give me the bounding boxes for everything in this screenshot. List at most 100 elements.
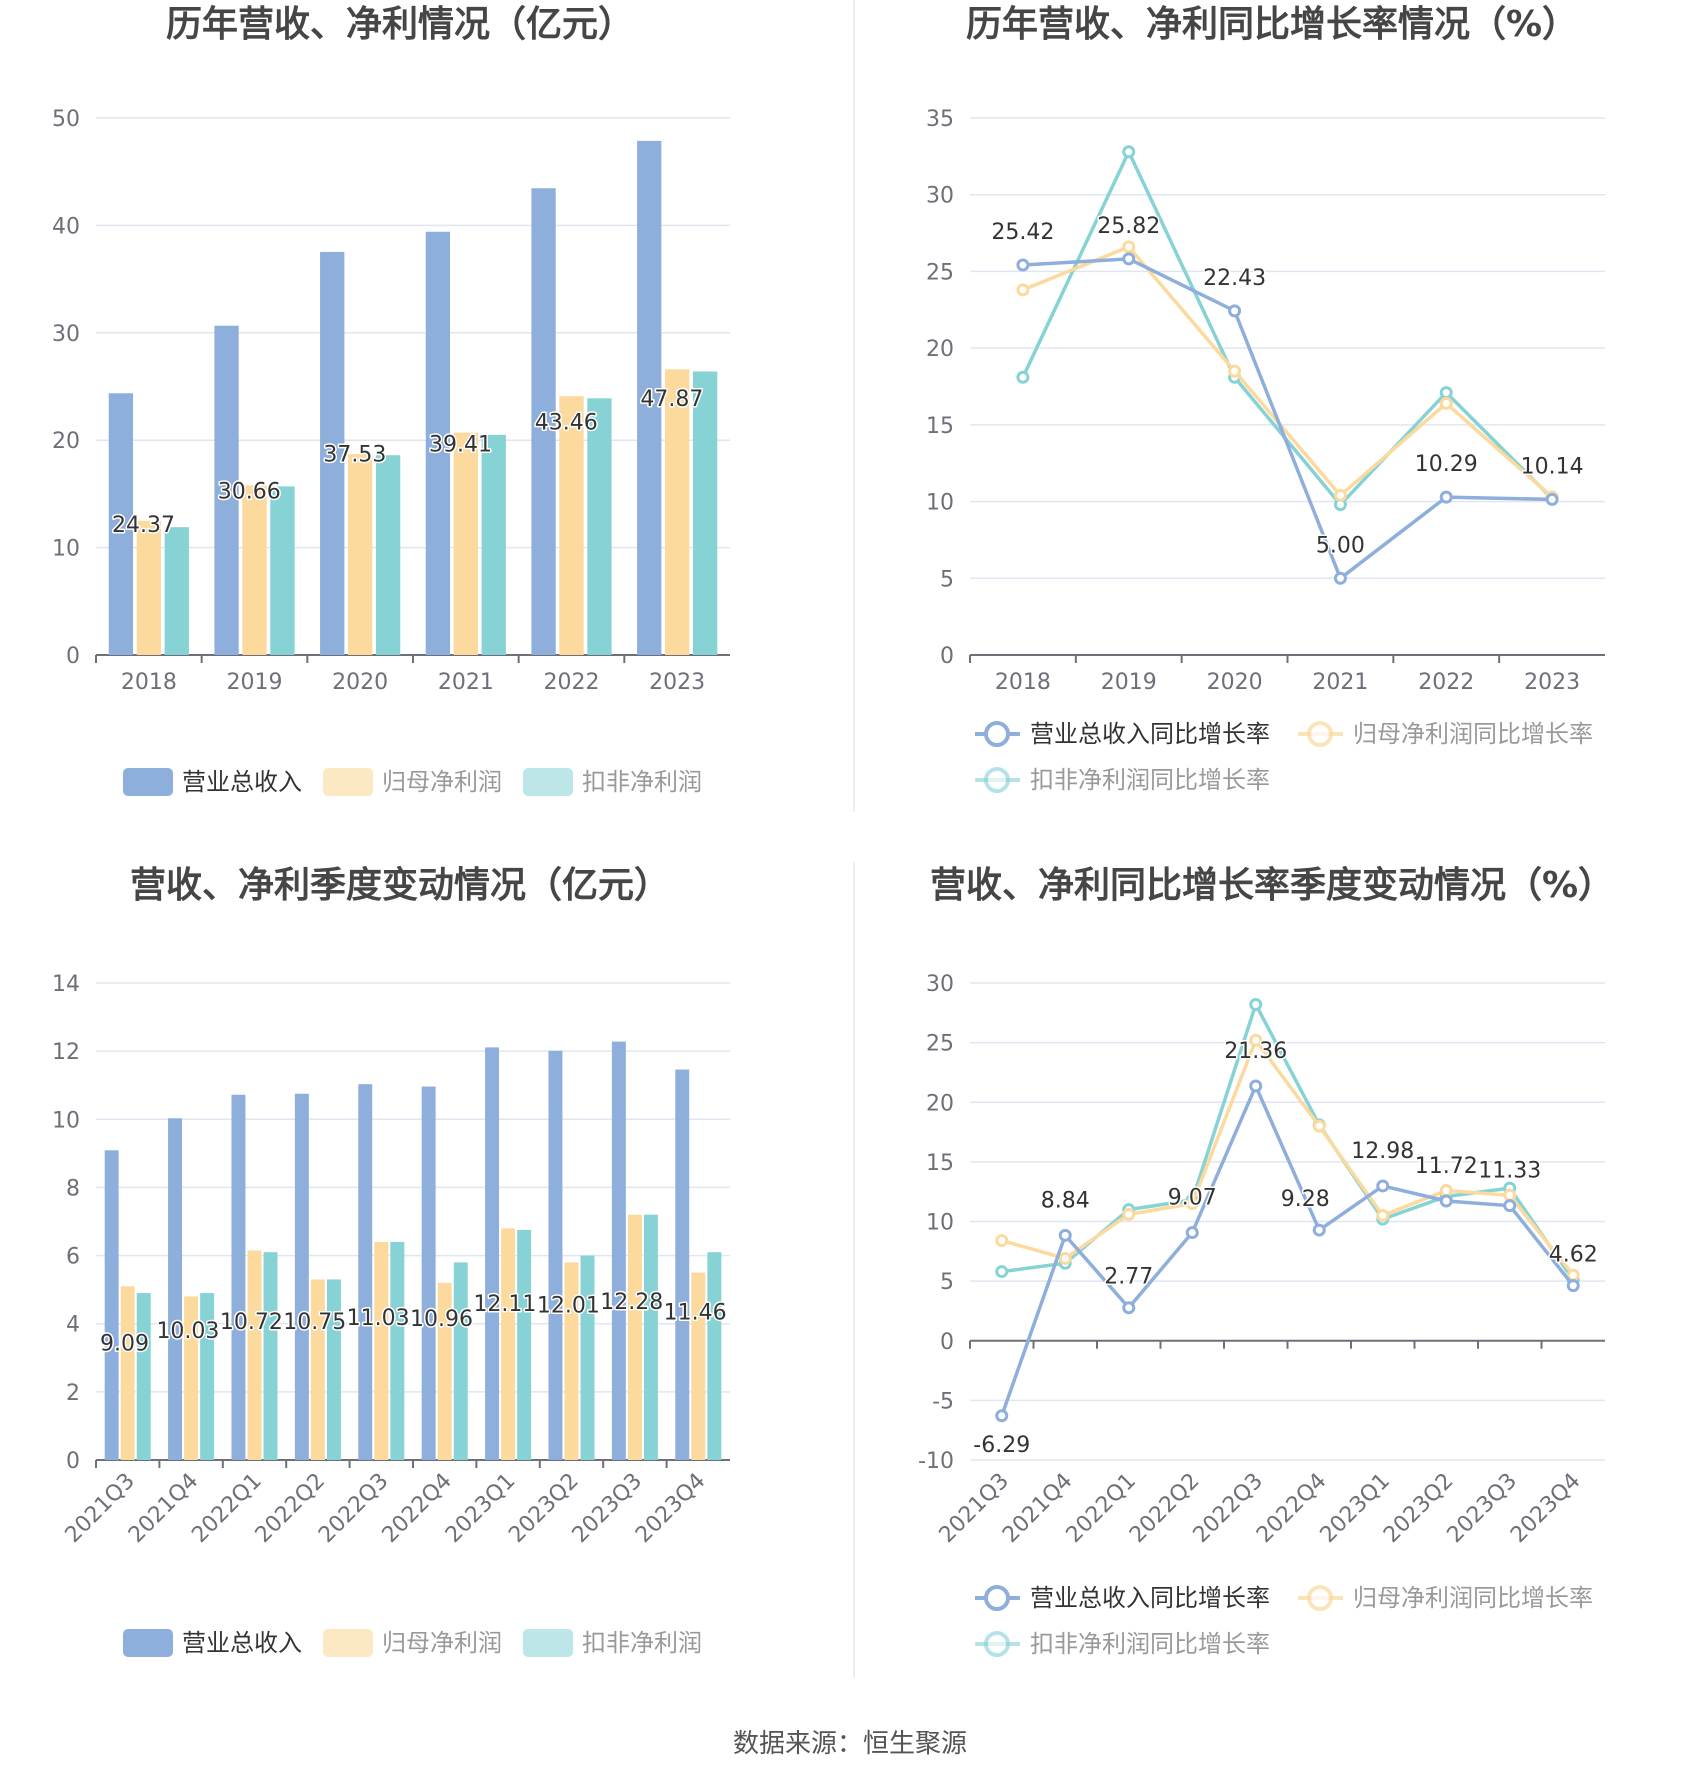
x-tick-label: 2021Q4 [998,1469,1077,1548]
x-tick-label: 2022Q4 [1252,1469,1331,1548]
line-data-label: 2.77 [1104,1265,1153,1290]
bar-data-label: 12.28 [600,1290,663,1315]
bar-deducted-net [390,1241,405,1460]
bar-parent-net [564,1262,579,1460]
x-tick-label: 2020 [332,670,388,695]
bar-deducted-net [164,527,189,655]
point-revenue-growth [1122,252,1136,266]
x-tick-label: 2018 [995,670,1051,695]
legend-swatch-revenue [123,1629,173,1657]
y-tick-label: -10 [918,1449,954,1474]
x-tick-label: 2022Q1 [187,1469,266,1548]
x-tick-label: 2022Q2 [1125,1469,1204,1548]
x-tick-label: 2023Q2 [504,1469,583,1548]
legend-marker-deducted-net-growth [984,767,1010,793]
y-tick-label: 10 [926,1211,954,1236]
bar-deducted-net [580,1255,595,1460]
point-revenue-growth [1503,1199,1517,1213]
point-revenue-growth [1376,1179,1390,1193]
legend-annual-bar[interactable]: 营业总收入 归母净利润 扣非净利润 [123,768,702,796]
line-revenue-growth [1022,257,1553,582]
bar-parent-net [120,1286,135,1460]
x-tick-label: 2023Q2 [1379,1469,1458,1548]
annual-growth-line-chart: 0 5 10 15 20 25 30 35 2018 2019 2020 2021 2022 2023 25… [926,107,1605,695]
y-tick-label: 8 [66,1176,80,1201]
legend-quarterly-bar[interactable]: 营业总收入 归母净利润 扣非净利润 [123,1629,702,1657]
x-tick-label: 2020 [1207,670,1263,695]
point-revenue-growth [1122,1301,1136,1315]
legend-marker-parent-net-growth [1307,721,1333,747]
y-tick-label: 12 [52,1040,80,1065]
point-revenue-growth [1249,1079,1263,1093]
bar-deducted-net [481,434,506,655]
point-revenue-growth [1228,304,1242,318]
y-tick-label: -5 [932,1389,954,1414]
point-revenue-growth [1333,571,1347,585]
point-parent-net-growth [1228,364,1242,378]
legend-label-parent-net: 归母净利润 [382,1629,502,1657]
point-parent-net-growth [1312,1119,1326,1133]
x-tick-label: 2023Q4 [1506,1469,1585,1548]
point-revenue-growth [1439,1194,1453,1208]
point-revenue-growth [995,1409,1009,1423]
point-revenue-growth [1545,492,1559,506]
bar-deducted-net [517,1230,532,1460]
legend-label-deducted-net-growth: 扣非净利润同比增长率 [1030,766,1270,794]
legend-label-revenue-growth: 营业总收入同比增长率 [1030,720,1270,748]
bar-revenue [611,1041,626,1460]
x-tick-label: 2023Q1 [1316,1469,1395,1548]
legend-annual-line[interactable]: 营业总收入同比增长率 归母净利润同比增长率 扣非净利润同比增长率 [975,720,1593,794]
bar-deducted-net [375,455,401,655]
y-tick-label: 20 [926,1091,954,1116]
bar-parent-net [310,1279,325,1460]
bar-data-label: 47.87 [640,387,703,412]
x-tick-label: 2022Q3 [314,1469,393,1548]
bar-parent-net [374,1241,389,1460]
legend-label-parent-net: 归母净利润 [382,768,502,796]
bar-data-label: 11.46 [664,1301,727,1326]
legend-label-revenue: 营业总收入 [182,768,302,796]
line-data-label: 5.00 [1316,533,1365,558]
legend-label-parent-net-growth: 归母净利润同比增长率 [1353,1584,1593,1612]
bar-revenue [637,140,662,655]
bar-revenue [421,1086,436,1460]
bar-parent-net [247,1250,262,1460]
y-tick-label: 14 [52,972,80,997]
bar-revenue [358,1084,373,1460]
legend-swatch-revenue [123,768,173,796]
bar-parent-net [348,454,373,655]
line-data-label: 9.07 [1168,1186,1217,1211]
y-tick-label: 15 [926,414,954,439]
y-tick-label: 15 [926,1151,954,1176]
point-parent-net-growth [1185,1197,1199,1211]
bar-revenue [485,1047,500,1460]
x-tick-label: 2021Q3 [935,1469,1014,1548]
point-revenue-growth [1185,1226,1199,1240]
y-tick-label: 5 [940,567,954,592]
bar-data-label: 12.11 [473,1292,536,1317]
bar-data-label: 12.01 [537,1294,600,1319]
bar-revenue [548,1050,563,1460]
legend-swatch-parent-net [323,768,373,796]
line-data-label: 10.14 [1521,454,1584,479]
y-tick-label: 30 [926,972,954,997]
line-data-label: 8.84 [1041,1188,1090,1213]
bar-deducted-net [326,1279,341,1460]
point-deducted-net-growth [1016,370,1030,384]
y-tick-label: 4 [66,1313,80,1338]
line-data-label: 21.36 [1224,1039,1287,1064]
line-parent-net-growth [1022,244,1554,499]
y-tick-label: 40 [52,214,80,239]
point-revenue-growth [1439,490,1453,504]
point-parent-net-growth [1439,396,1453,410]
bar-parent-net [691,1272,706,1460]
line-data-label: 25.42 [991,220,1054,245]
y-tick-label: 2 [66,1381,80,1406]
legend-quarterly-line[interactable]: 营业总收入同比增长率 归母净利润同比增长率 扣非净利润同比增长率 [975,1584,1593,1658]
chart-title-quarterly-amounts: 营收、净利季度变动情况（亿元） [130,864,670,906]
bar-data-label: 37.53 [323,442,386,467]
point-parent-net-growth [995,1234,1009,1248]
y-tick-label: 50 [52,107,80,132]
bar-revenue [425,231,451,655]
